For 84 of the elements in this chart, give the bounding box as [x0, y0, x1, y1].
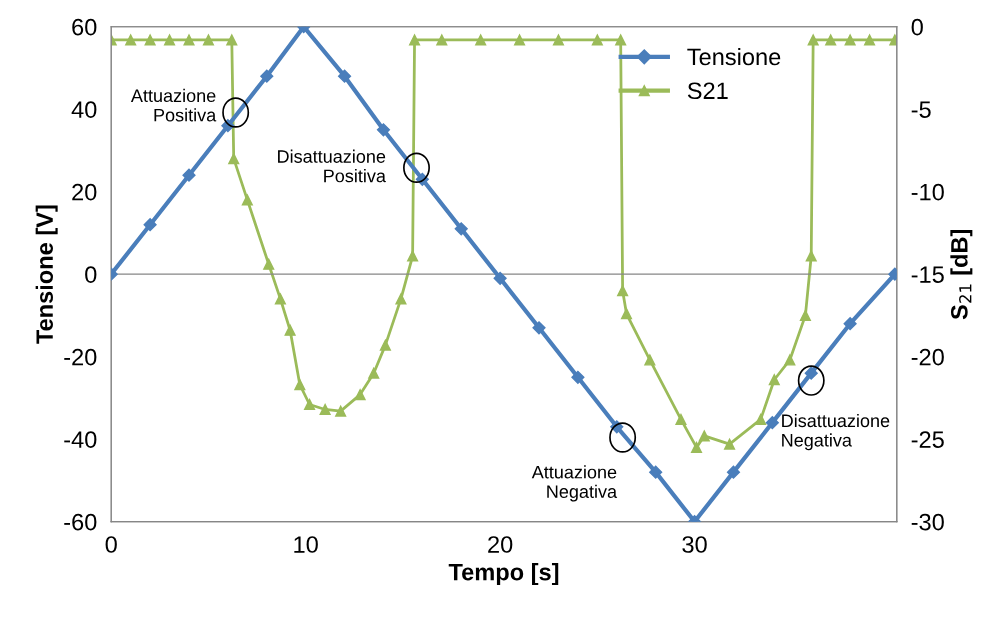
annotation: Disattuazione Positiva — [278, 149, 386, 183]
y2-tick-label: -20 — [911, 348, 944, 366]
point — [454, 222, 468, 236]
x-tick-label: 10 — [294, 536, 318, 553]
x-tick-label: 0 — [105, 536, 117, 553]
point — [493, 271, 507, 285]
point — [294, 379, 306, 391]
point — [409, 34, 421, 46]
y-axis-title: Tensione [V] — [35, 205, 58, 344]
point — [125, 34, 137, 46]
point — [368, 367, 380, 379]
point — [755, 413, 767, 425]
point — [202, 34, 215, 46]
point — [475, 34, 487, 46]
point — [825, 34, 837, 46]
y-tick-label: -20 — [64, 348, 97, 366]
point — [436, 34, 448, 46]
point — [407, 250, 419, 262]
point — [784, 354, 796, 366]
point — [807, 34, 819, 46]
annotation: Disattuazione Negativa — [782, 413, 890, 451]
point — [765, 416, 779, 430]
point — [532, 321, 546, 335]
point — [395, 293, 407, 305]
y-tick-label: 40 — [71, 101, 97, 118]
point — [354, 389, 366, 401]
point — [804, 366, 818, 380]
point — [143, 218, 157, 232]
point — [284, 324, 296, 336]
point — [335, 405, 347, 417]
point — [698, 430, 710, 442]
point — [571, 370, 585, 384]
point — [319, 403, 331, 416]
y2-tick-label: -30 — [911, 513, 944, 531]
x-tick-label: 20 — [488, 536, 513, 553]
point — [675, 413, 687, 425]
point — [337, 69, 352, 83]
point — [552, 34, 565, 46]
point — [182, 168, 196, 182]
point — [591, 34, 603, 46]
y2-tick-label: -5 — [911, 101, 931, 118]
y-tick-label: -40 — [64, 431, 97, 448]
x-tick-label: 30 — [682, 536, 707, 553]
y2-tick-label: 0 — [911, 18, 923, 36]
point — [844, 34, 856, 46]
point — [144, 34, 156, 46]
x-axis-title: Tempo [s] — [448, 563, 559, 586]
point — [690, 441, 703, 453]
legend-label: S21 — [687, 82, 728, 100]
point — [615, 34, 627, 46]
point — [724, 438, 736, 450]
point — [617, 285, 629, 297]
point — [226, 34, 238, 46]
y2-tick-label: -25 — [911, 431, 944, 448]
y2-axis-title: S$_{21}$ [dB] — [950, 229, 973, 320]
point — [260, 69, 274, 83]
legend-label: Tensione — [687, 47, 781, 66]
y2-tick-label: -10 — [911, 183, 944, 201]
point — [768, 374, 780, 386]
point — [620, 308, 633, 320]
point — [805, 250, 817, 262]
y-tick-label: 0 — [85, 266, 97, 283]
annotation: Attuazione Negativa — [531, 465, 618, 502]
y-tick-label: 20 — [72, 183, 97, 201]
point — [799, 309, 811, 321]
point — [514, 34, 526, 46]
point — [263, 258, 275, 270]
point — [649, 465, 663, 479]
point — [644, 354, 656, 366]
point — [228, 153, 240, 165]
point — [864, 34, 876, 46]
annotation: Attuazione Positiva — [130, 88, 217, 122]
point — [183, 34, 195, 46]
point — [376, 123, 391, 137]
y2-tick-label: -15 — [911, 266, 944, 283]
point — [726, 465, 741, 479]
point — [274, 293, 286, 305]
y-tick-label: -60 — [64, 513, 97, 531]
point — [379, 339, 391, 351]
point — [241, 194, 253, 206]
y-tick-label: 60 — [72, 18, 97, 36]
point — [843, 317, 857, 331]
point — [164, 34, 176, 46]
point — [304, 398, 316, 411]
